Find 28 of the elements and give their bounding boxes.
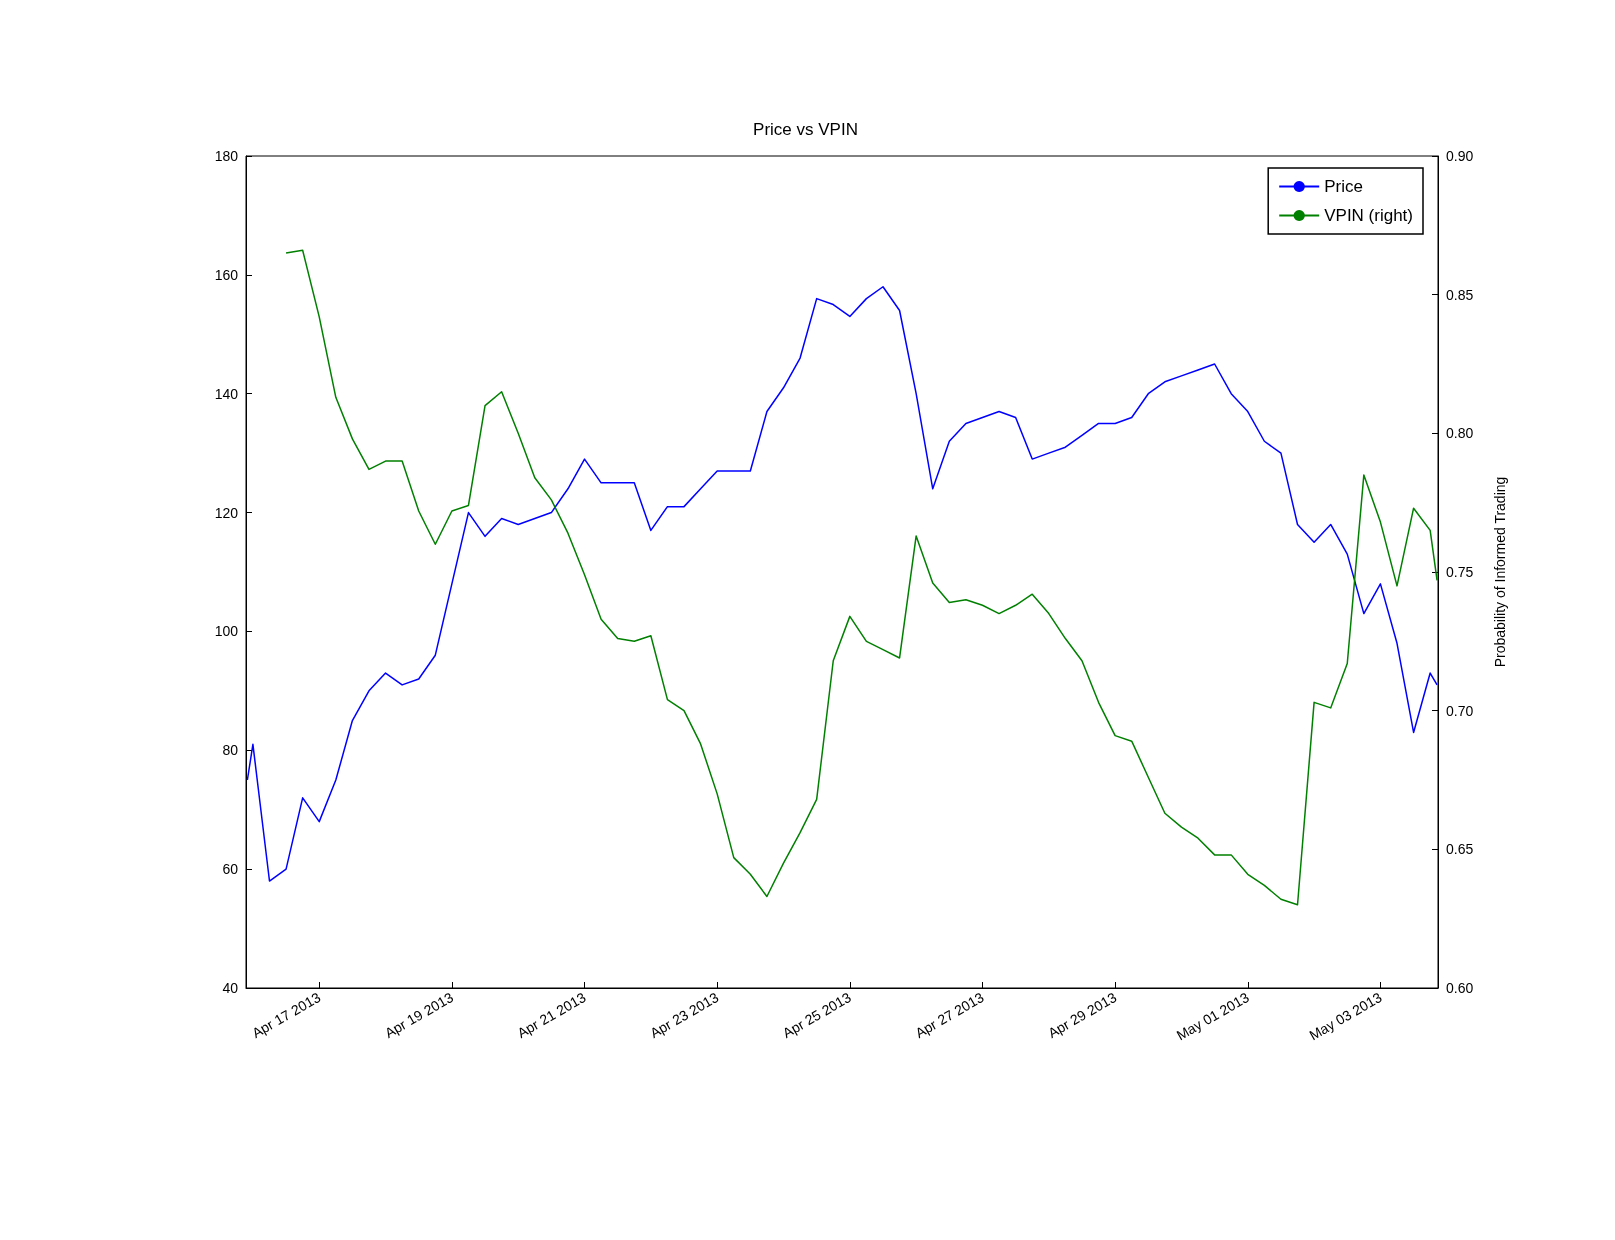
y-tick-label: 140 [214,385,239,402]
y-tick-label: 60 [222,861,239,878]
legend-label: Price [1324,177,1363,196]
y2-tick-label: 0.65 [1446,841,1474,858]
y2-tick-label: 0.85 [1446,286,1474,303]
y-tick-label: 180 [214,148,239,164]
x-tick-label: Apr 23 2013 [647,988,722,1042]
x-tick-label: May 03 2013 [1306,988,1385,1044]
y2-tick-label: 0.75 [1446,564,1474,580]
y2-tick-label: 0.60 [1446,980,1474,996]
chart-title: Price vs VPIN [753,120,858,139]
x-tick-label: Apr 25 2013 [779,988,855,1042]
y2-tick-label: 0.80 [1446,425,1474,442]
y-tick-label: 40 [222,980,239,996]
y-tick-label: 120 [214,504,239,521]
x-tick-label: Apr 21 2013 [514,988,589,1042]
y-tick-label: 160 [214,266,239,283]
x-tick-label: Apr 27 2013 [912,988,987,1042]
y-tick-label: 80 [222,742,239,759]
x-tick-label: Apr 29 2013 [1045,988,1120,1042]
y2-tick-label: 0.70 [1446,702,1474,719]
legend-label: VPIN (right) [1324,206,1413,225]
x-tick-label: Apr 19 2013 [381,988,457,1042]
y2-axis-title: Probability of Informed Trading [1492,476,1508,668]
y2-tick-label: 0.90 [1446,148,1474,164]
y-tick-label: 100 [214,623,239,640]
x-tick-label: Apr 17 2013 [249,988,324,1042]
x-tick-label: May 01 2013 [1173,988,1252,1044]
